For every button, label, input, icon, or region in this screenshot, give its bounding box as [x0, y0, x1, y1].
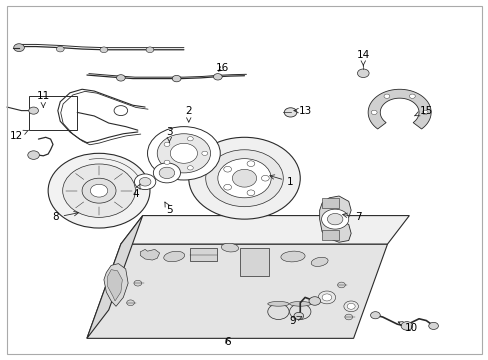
Circle shape [308, 297, 320, 305]
Circle shape [370, 312, 380, 319]
Circle shape [146, 47, 154, 53]
Circle shape [126, 300, 134, 306]
Text: 8: 8 [52, 211, 78, 222]
Circle shape [62, 164, 135, 217]
Circle shape [400, 321, 412, 330]
Polygon shape [367, 89, 430, 129]
Circle shape [172, 75, 181, 82]
Circle shape [188, 137, 300, 219]
Circle shape [224, 184, 231, 190]
Circle shape [114, 105, 127, 116]
Polygon shape [29, 96, 77, 130]
Circle shape [267, 304, 288, 319]
Polygon shape [87, 216, 142, 338]
Circle shape [134, 280, 142, 286]
Circle shape [134, 174, 156, 190]
Circle shape [284, 108, 296, 117]
Circle shape [205, 150, 283, 207]
Text: 9: 9 [289, 316, 301, 325]
Circle shape [202, 151, 207, 156]
Ellipse shape [280, 251, 305, 262]
Circle shape [213, 73, 222, 80]
Circle shape [346, 303, 354, 309]
Polygon shape [87, 244, 386, 338]
Circle shape [318, 291, 335, 304]
Circle shape [337, 282, 345, 288]
Circle shape [370, 110, 376, 114]
Circle shape [357, 69, 368, 77]
Circle shape [246, 161, 254, 167]
Circle shape [48, 153, 150, 228]
Circle shape [82, 178, 116, 203]
Circle shape [159, 167, 174, 179]
Text: 12: 12 [10, 130, 28, 140]
Circle shape [157, 134, 210, 173]
Circle shape [217, 159, 271, 198]
Circle shape [421, 110, 427, 114]
Text: 3: 3 [166, 127, 172, 143]
Circle shape [246, 190, 254, 195]
Circle shape [116, 75, 125, 81]
Circle shape [147, 127, 220, 180]
Ellipse shape [267, 301, 288, 306]
Circle shape [14, 44, 24, 51]
Circle shape [29, 107, 39, 114]
Circle shape [344, 314, 352, 320]
Circle shape [408, 94, 414, 98]
Polygon shape [322, 198, 338, 208]
Ellipse shape [221, 243, 238, 252]
Circle shape [322, 294, 331, 301]
Text: 4: 4 [132, 184, 140, 199]
Text: 11: 11 [37, 91, 50, 107]
Text: 14: 14 [356, 50, 369, 66]
Text: 13: 13 [293, 105, 311, 116]
Ellipse shape [289, 301, 310, 306]
Polygon shape [239, 248, 268, 276]
Ellipse shape [310, 257, 327, 266]
Polygon shape [322, 230, 338, 240]
Ellipse shape [163, 251, 184, 262]
Text: 15: 15 [413, 105, 432, 116]
Text: 1: 1 [269, 175, 293, 187]
Text: 6: 6 [224, 337, 230, 347]
Circle shape [343, 301, 358, 312]
Polygon shape [319, 196, 350, 242]
Circle shape [224, 166, 231, 172]
Text: 16: 16 [216, 63, 229, 73]
Circle shape [261, 175, 269, 181]
Circle shape [56, 46, 64, 52]
Circle shape [187, 166, 193, 170]
Circle shape [289, 304, 310, 319]
Circle shape [383, 94, 389, 98]
Circle shape [428, 322, 438, 329]
Circle shape [232, 169, 256, 187]
Circle shape [90, 184, 107, 197]
Polygon shape [103, 264, 128, 306]
Polygon shape [189, 248, 216, 261]
Text: 2: 2 [185, 105, 192, 122]
Circle shape [164, 160, 170, 165]
Circle shape [187, 137, 193, 141]
Circle shape [28, 151, 40, 159]
Polygon shape [140, 249, 159, 260]
Polygon shape [121, 216, 408, 244]
Polygon shape [107, 270, 122, 301]
Circle shape [293, 312, 303, 319]
Text: 10: 10 [397, 321, 417, 333]
Circle shape [321, 209, 348, 229]
Text: 7: 7 [342, 212, 361, 222]
Circle shape [153, 163, 180, 183]
Circle shape [100, 47, 107, 53]
Text: 5: 5 [164, 202, 172, 215]
Circle shape [164, 142, 170, 147]
Circle shape [139, 177, 151, 186]
Circle shape [327, 213, 342, 225]
Circle shape [170, 143, 197, 163]
